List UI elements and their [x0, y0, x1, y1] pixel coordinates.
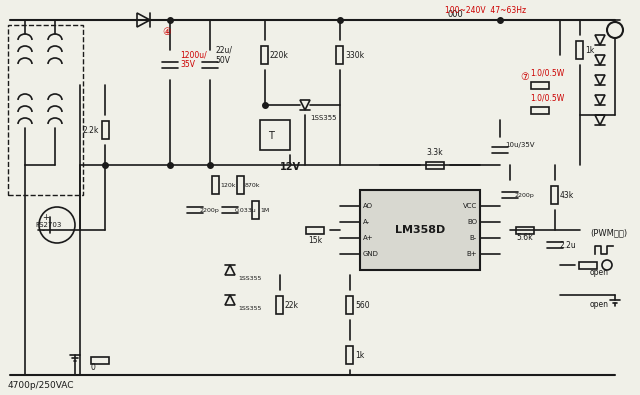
Text: 560: 560	[355, 301, 370, 310]
Text: open: open	[590, 268, 609, 277]
Bar	[252, 201, 259, 219]
Text: 1.0/0.5W: 1.0/0.5W	[530, 68, 564, 77]
Bar	[8, 25, 83, 195]
Bar	[516, 226, 534, 233]
Bar	[276, 296, 284, 314]
Text: T: T	[268, 131, 274, 141]
Text: 870k: 870k	[245, 182, 260, 188]
Text: 2200p: 2200p	[515, 192, 535, 198]
Text: 12V: 12V	[280, 162, 301, 172]
Text: B-: B-	[470, 235, 477, 241]
Bar	[306, 226, 324, 233]
Text: 22k: 22k	[285, 301, 299, 310]
Text: 1k: 1k	[355, 350, 364, 359]
Text: 2200p: 2200p	[200, 207, 220, 213]
Text: 1SS355: 1SS355	[238, 276, 261, 281]
Text: 330k: 330k	[345, 51, 364, 60]
Text: PS2703: PS2703	[36, 222, 62, 228]
Bar	[577, 41, 584, 59]
Text: AO: AO	[363, 203, 373, 209]
Text: ④: ④	[162, 27, 171, 37]
Bar	[91, 357, 109, 363]
Bar	[337, 46, 344, 64]
Text: 22u/
50V: 22u/ 50V	[215, 45, 232, 65]
Bar	[531, 107, 549, 113]
Bar	[346, 296, 353, 314]
Bar	[552, 186, 559, 204]
Bar	[579, 261, 597, 269]
Text: 3.3k: 3.3k	[427, 148, 444, 157]
Bar	[102, 121, 109, 139]
Text: 220k: 220k	[270, 51, 289, 60]
Text: A+: A+	[363, 235, 374, 241]
Text: 10u/35V: 10u/35V	[505, 142, 534, 148]
Text: 2.2k: 2.2k	[82, 126, 99, 135]
Text: BO: BO	[467, 219, 477, 225]
Text: 1SS355: 1SS355	[310, 115, 337, 121]
Bar	[360, 190, 480, 270]
Text: 1.0/0.5W: 1.0/0.5W	[530, 93, 564, 102]
Text: 0.033u: 0.033u	[235, 207, 257, 213]
Text: 100~240V  47~63Hz: 100~240V 47~63Hz	[445, 6, 526, 15]
Bar	[262, 46, 269, 64]
Text: ⑦: ⑦	[520, 72, 529, 82]
Text: 120k: 120k	[220, 182, 236, 188]
Bar	[346, 346, 353, 364]
Text: 4700p/250VAC: 4700p/250VAC	[8, 381, 74, 390]
Text: VCC: VCC	[463, 203, 477, 209]
Text: GND: GND	[363, 251, 379, 257]
Text: 1M: 1M	[260, 207, 269, 213]
Text: B+: B+	[467, 251, 477, 257]
Text: open: open	[590, 300, 609, 309]
Text: +: +	[42, 213, 49, 222]
Text: 1SS355: 1SS355	[238, 306, 261, 311]
Text: -: -	[42, 226, 45, 235]
Text: (PWM信号): (PWM信号)	[590, 228, 627, 237]
Text: LM358D: LM358D	[395, 225, 445, 235]
Text: A-: A-	[363, 219, 370, 225]
Text: 15k: 15k	[308, 236, 322, 245]
Bar	[237, 176, 243, 194]
Bar	[531, 81, 549, 88]
Text: 43k: 43k	[560, 190, 574, 199]
Text: 000: 000	[447, 10, 463, 19]
Text: 0: 0	[90, 363, 95, 372]
Bar	[211, 176, 218, 194]
Text: 1k: 1k	[585, 45, 595, 55]
Bar	[260, 120, 290, 150]
Text: 5.6k: 5.6k	[516, 233, 533, 242]
Text: 2.2u: 2.2u	[560, 241, 577, 250]
Text: 1200u/
35V: 1200u/ 35V	[180, 50, 207, 70]
Bar	[426, 162, 444, 169]
